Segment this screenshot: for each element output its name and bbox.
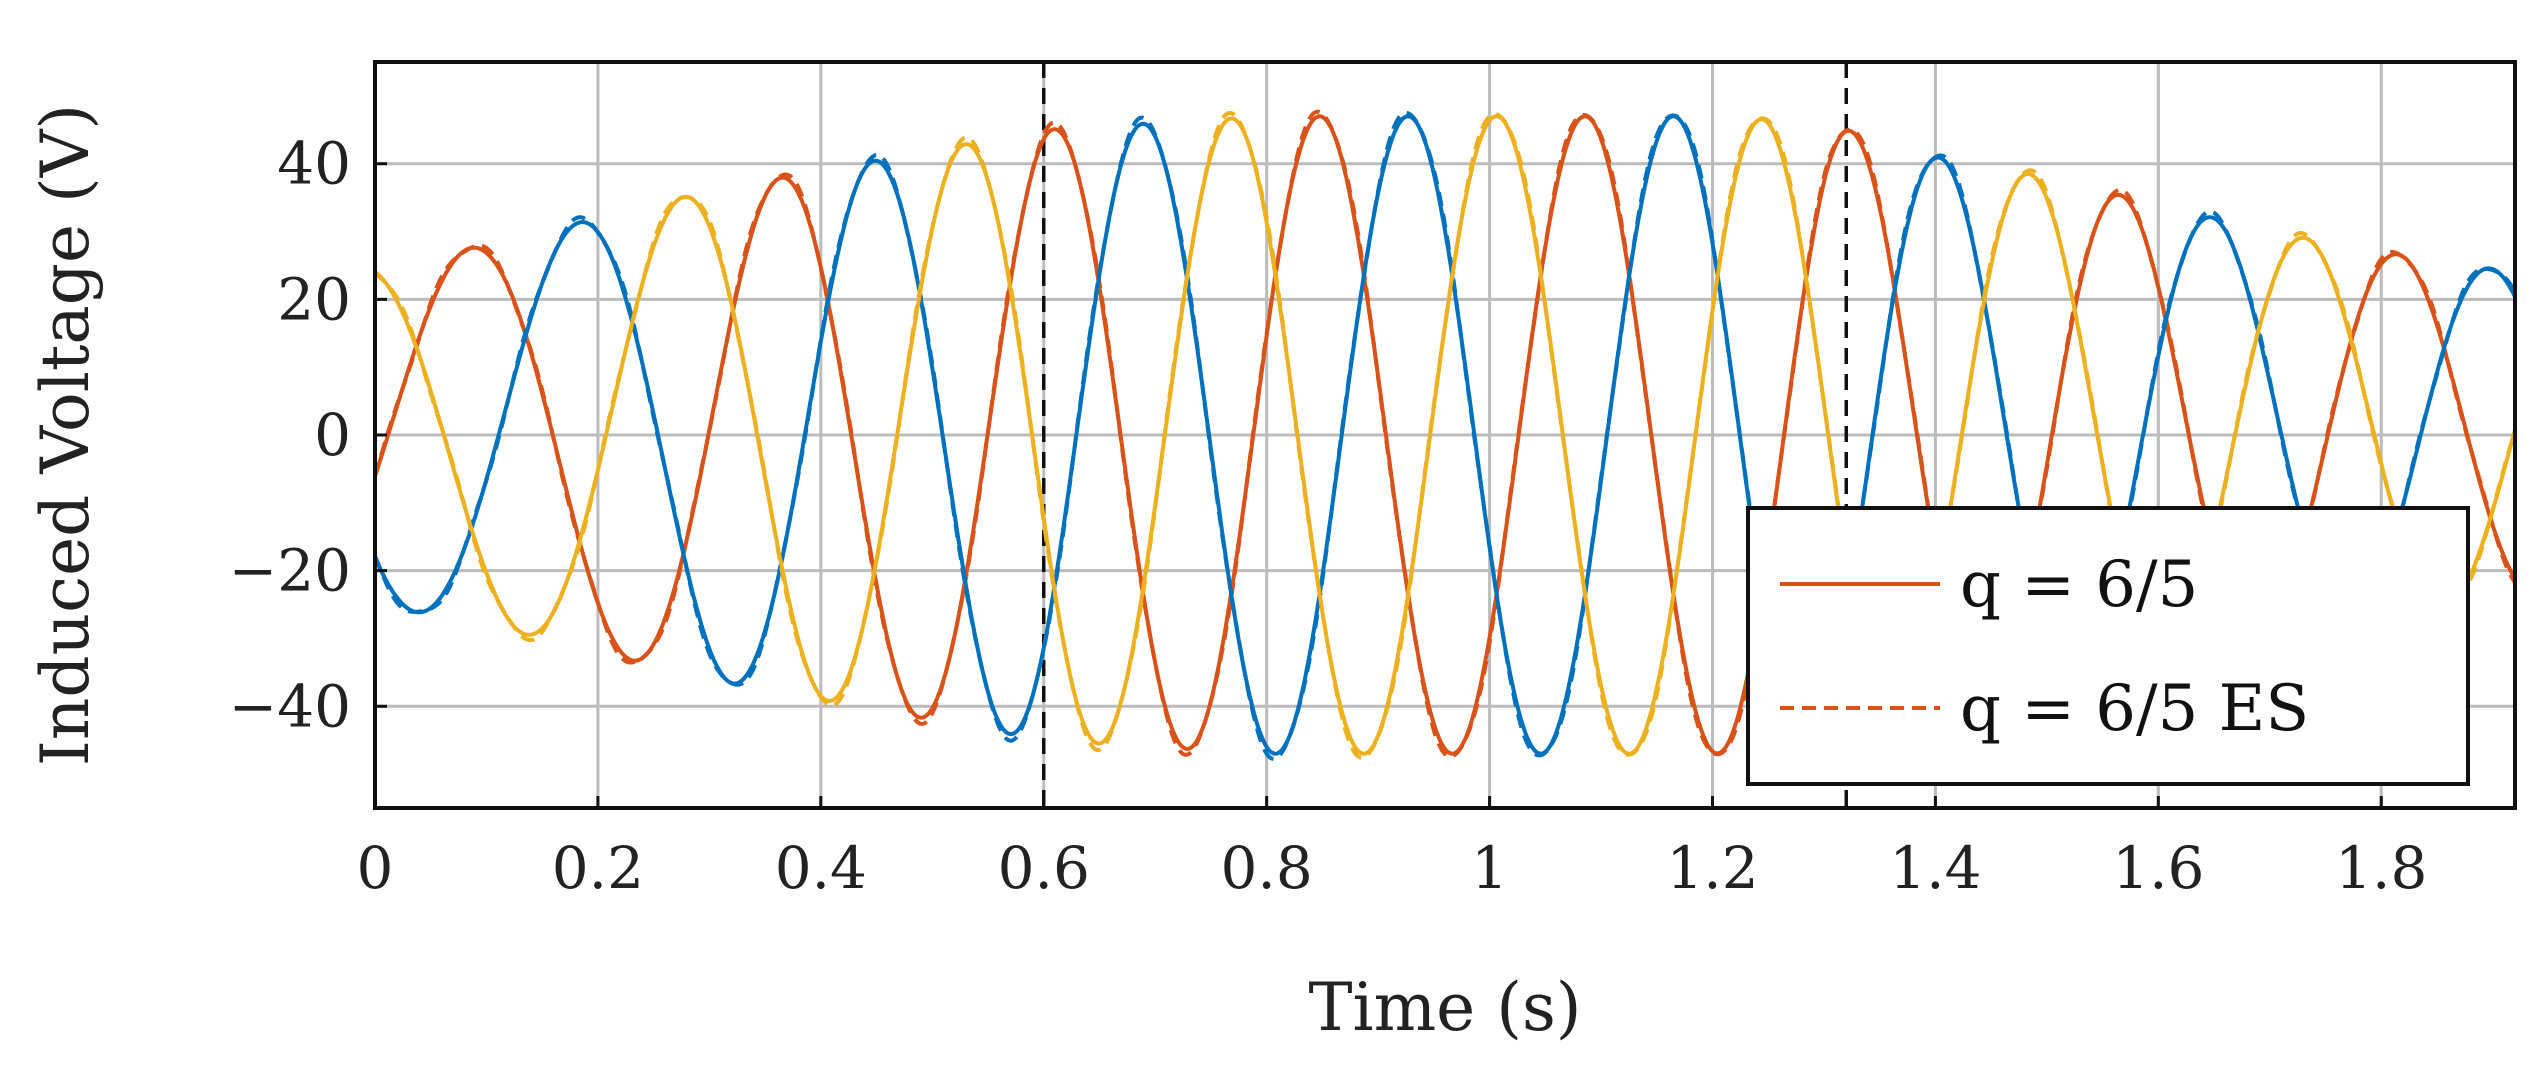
y-tick-label: 0 <box>314 401 351 469</box>
y-tick-label: 40 <box>277 130 351 198</box>
x-tick-label: 1.6 <box>2112 834 2204 902</box>
x-tick-label: 0 <box>357 834 394 902</box>
legend-label-dashed: q = 6/5 ES <box>1960 672 2309 746</box>
legend-label-solid: q = 6/5 <box>1960 548 2198 622</box>
x-axis-title: Time (s) <box>1308 969 1581 1046</box>
y-tick-label: 20 <box>277 265 351 333</box>
series-solid-line <box>375 114 2515 756</box>
x-tick-label: 0.8 <box>1221 834 1313 902</box>
y-tick-label: −20 <box>229 537 351 605</box>
x-tick-label: 1.2 <box>1666 834 1758 902</box>
legend-box <box>1746 506 2470 786</box>
y-tick-label: −40 <box>229 672 351 740</box>
y-axis-title: Induced Voltage (V) <box>27 104 104 766</box>
x-tick-label: 0.2 <box>552 834 644 902</box>
tick-layer: 0 0.2 0.4 0.6 0.8 1 1.2 1.4 1.6 1.8 −40 −20 0 20 40 <box>229 130 2428 902</box>
legend: q = 6/5 q = 6/5 ES <box>1746 506 2470 786</box>
x-tick-label: 1.8 <box>2335 834 2427 902</box>
x-tick-label: 0.4 <box>775 834 867 902</box>
series-solid-line <box>375 114 2515 756</box>
x-tick-label: 1 <box>1471 834 1508 902</box>
x-tick-label: 0.6 <box>998 834 1090 902</box>
vline-layer <box>1042 62 1848 808</box>
x-tick-label: 1.4 <box>1889 834 1981 902</box>
